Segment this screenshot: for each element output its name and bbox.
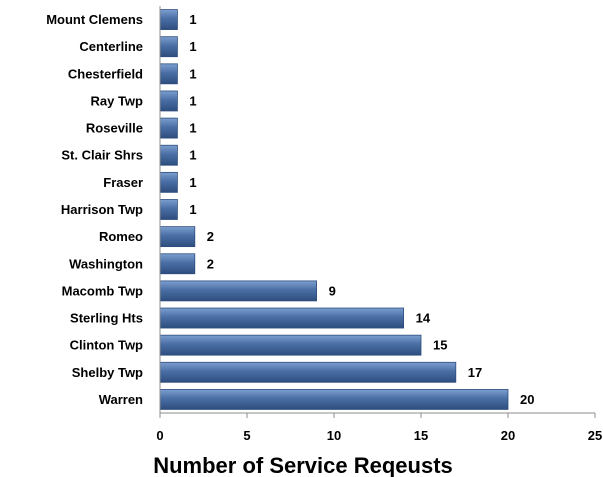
category-label: Macomb Twp bbox=[62, 283, 143, 298]
category-label: St. Clair Shrs bbox=[61, 148, 143, 163]
data-label: 1 bbox=[189, 39, 196, 54]
data-label: 17 bbox=[468, 365, 482, 380]
bar bbox=[159, 389, 509, 410]
data-label: 1 bbox=[189, 148, 196, 163]
category-labels: Mount Clemens Centerline Chesterfield Ray T… bbox=[46, 12, 143, 407]
category-label: Ray Twp bbox=[91, 93, 144, 108]
category-label: Sterling Hts bbox=[70, 311, 143, 326]
bar bbox=[159, 90, 178, 112]
category-label: Washington bbox=[69, 256, 143, 271]
category-label: Harrison Twp bbox=[61, 202, 143, 217]
category-label: Warren bbox=[99, 392, 143, 407]
bar bbox=[159, 63, 178, 85]
data-label: 1 bbox=[189, 202, 196, 217]
data-label: 1 bbox=[189, 66, 196, 81]
category-label: Romeo bbox=[99, 229, 143, 244]
bar bbox=[159, 36, 178, 58]
x-tick-label: 5 bbox=[243, 428, 250, 443]
category-label: Chesterfield bbox=[68, 66, 143, 81]
data-label: 1 bbox=[189, 12, 196, 27]
bar bbox=[159, 226, 196, 248]
data-label: 1 bbox=[189, 121, 196, 136]
data-label: 14 bbox=[416, 311, 431, 326]
bar bbox=[159, 117, 178, 139]
x-axis-ticks: 0 5 10 15 20 25 bbox=[156, 413, 602, 443]
x-tick-label: 0 bbox=[156, 428, 163, 443]
x-tick-label: 25 bbox=[588, 428, 602, 443]
data-label: 15 bbox=[433, 338, 447, 353]
x-tick-label: 15 bbox=[414, 428, 428, 443]
x-tick-label: 20 bbox=[501, 428, 515, 443]
data-label: 20 bbox=[520, 392, 534, 407]
bar bbox=[159, 307, 405, 329]
data-label: 1 bbox=[189, 93, 196, 108]
bar bbox=[159, 144, 178, 166]
category-label: Fraser bbox=[103, 175, 143, 190]
bar bbox=[159, 253, 196, 275]
category-label: Mount Clemens bbox=[46, 12, 143, 27]
bars bbox=[159, 9, 509, 410]
x-tick-label: 10 bbox=[327, 428, 341, 443]
category-label: Roseville bbox=[86, 121, 143, 136]
bar bbox=[159, 280, 318, 302]
data-label: 1 bbox=[189, 175, 196, 190]
category-label: Clinton Twp bbox=[70, 338, 143, 353]
data-label: 9 bbox=[329, 283, 336, 298]
bar bbox=[159, 199, 178, 220]
data-label: 2 bbox=[207, 229, 214, 244]
data-label: 2 bbox=[207, 256, 214, 271]
bar bbox=[159, 9, 178, 30]
bar bbox=[159, 361, 457, 383]
category-label: Shelby Twp bbox=[72, 365, 143, 380]
category-label: Centerline bbox=[79, 39, 143, 54]
bar bbox=[159, 334, 422, 356]
x-axis-title: Number of Service Reqeusts bbox=[153, 453, 453, 477]
bar bbox=[159, 171, 178, 193]
